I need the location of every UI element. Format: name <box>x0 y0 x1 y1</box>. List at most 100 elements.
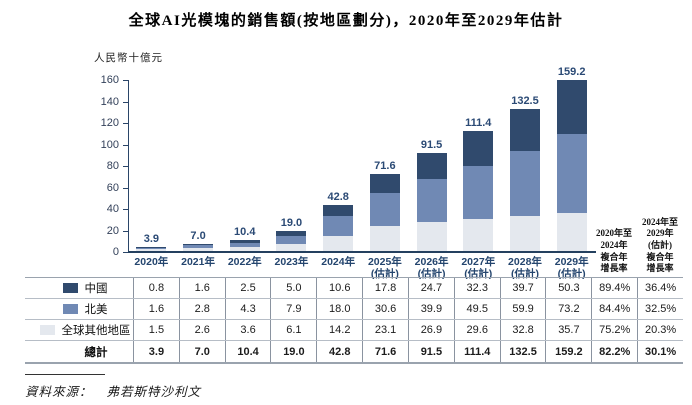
cagr-cell: 30.1% <box>637 341 683 362</box>
value-cell: 2.5 <box>224 278 271 298</box>
bar-column: 10.4 <box>221 74 268 251</box>
source-label: 資料來源： <box>25 385 93 399</box>
y-tick-label: 0 <box>112 246 119 258</box>
x-axis-labels: 2020年 2021年 2022年 2023年 2024年 2025年 (估計) 2026年… <box>128 256 595 280</box>
bar-segment-全球其他地區 <box>323 235 354 251</box>
bar-total-label: 19.0 <box>280 216 303 229</box>
cagr-cell: 75.2% <box>591 320 637 340</box>
row-label-cell: 中國 <box>25 278 133 298</box>
x-axis-label: 2024年 <box>321 256 356 268</box>
bar-stack <box>183 243 214 251</box>
table-row: 北美 1.6 2.8 4.3 7.9 18.0 30.6 39.9 49.5 59.9 73.2 84… <box>25 299 683 320</box>
bar-segment-中國 <box>276 230 307 236</box>
table-row: 全球其他地區 1.5 2.6 3.6 6.1 14.2 23.1 26.9 29.6 32.8 35… <box>25 320 683 341</box>
bar-segment-中國 <box>183 243 214 246</box>
value-cell: 132.5 <box>499 341 546 362</box>
cagr-cell: 20.3% <box>637 320 683 340</box>
value-cell: 111.4 <box>453 341 500 362</box>
bar-segment-中國 <box>416 152 447 180</box>
value-cell: 2.8 <box>178 299 225 319</box>
bar-stack <box>416 152 447 251</box>
bar-total-label: 91.5 <box>420 138 443 151</box>
value-cell: 0.8 <box>133 278 179 298</box>
source-value: 弗若斯特沙利文 <box>106 385 202 399</box>
value-cell: 32.8 <box>499 320 546 340</box>
value-cell: 7.0 <box>178 341 225 362</box>
value-cell: 49.5 <box>453 299 500 319</box>
value-cell: 159.2 <box>545 341 591 362</box>
row-label-cell: 全球其他地區 <box>25 320 133 340</box>
plot-area: 3.9 7.0 10.4 19.0 42.8 71.6 91.5 111.4 132.5 159.… <box>128 66 595 251</box>
bar-segment-全球其他地區 <box>416 222 447 251</box>
bar-column: 42.8 <box>315 74 362 251</box>
row-label-cell: 總計 <box>25 341 133 362</box>
bar-stack <box>369 174 400 251</box>
bar-segment-北美 <box>416 179 447 223</box>
y-tick-mark <box>123 166 128 167</box>
cagr-column-header-2020-2024: 2020年至 2024年 複合年 增長率 <box>595 228 632 274</box>
y-tick-label: 160 <box>100 74 119 86</box>
bar-segment-北美 <box>323 216 354 236</box>
legend-swatch-全球其他地區 <box>39 325 55 335</box>
bar-segment-北美 <box>136 247 167 250</box>
value-cell: 2.6 <box>178 320 225 340</box>
y-axis-unit-label: 人民幣十億元 <box>94 53 163 64</box>
y-tick-mark <box>123 80 128 81</box>
value-cell: 1.6 <box>178 278 225 298</box>
bar-total-label: 159.2 <box>557 65 586 78</box>
y-tick-label: 140 <box>100 95 119 108</box>
row-label: 總計 <box>84 346 108 359</box>
bar-segment-北美 <box>463 165 494 220</box>
bar-column: 91.5 <box>408 74 455 251</box>
y-tick-mark <box>123 123 128 124</box>
bar-column: 7.0 <box>175 74 222 251</box>
cagr-column-header-2024-2029: 2024年至 2029年 (估計) 複合年 增長率 <box>641 216 678 274</box>
bar-segment-全球其他地區 <box>556 212 587 251</box>
bar-segment-全球其他地區 <box>509 215 540 251</box>
row-label-cell: 北美 <box>25 299 133 319</box>
bar-total-label: 132.5 <box>511 94 539 107</box>
bar-segment-北美 <box>183 245 214 249</box>
bar-total-label: 111.4 <box>465 117 492 130</box>
y-tick-mark <box>123 101 128 103</box>
bar-stack <box>229 239 260 251</box>
legend-swatch-中國 <box>62 283 78 293</box>
value-cell: 42.8 <box>316 341 362 362</box>
cagr-cell: 84.4% <box>591 299 637 319</box>
bar-segment-全球其他地區 <box>276 244 307 251</box>
x-axis-label: 2022年 <box>227 256 262 268</box>
value-cell: 14.2 <box>316 320 362 340</box>
bar-total-label: 7.0 <box>190 229 206 242</box>
bar-segment-中國 <box>556 79 587 134</box>
bar-stack <box>556 79 587 251</box>
source-line: 資料來源： 弗若斯特沙利文 <box>25 381 201 400</box>
value-cell: 3.9 <box>133 341 179 362</box>
x-axis-label: 2021年 <box>181 256 215 268</box>
bar-segment-北美 <box>556 133 587 213</box>
value-cell: 71.6 <box>362 341 408 362</box>
chart-title: 全球AI光模塊的銷售額(按地區劃分)，2020年至2029年估計 <box>128 13 564 29</box>
bar-segment-全球其他地區 <box>136 249 167 251</box>
data-table: 中國 0.8 1.6 2.5 5.0 10.6 17.8 24.7 32.3 39.7 50.3 89… <box>25 277 683 364</box>
bar-segment-全球其他地區 <box>369 226 400 251</box>
value-cell: 6.1 <box>270 320 316 340</box>
table-row: 中國 0.8 1.6 2.5 5.0 10.6 17.8 24.7 32.3 39.7 50.3 89… <box>25 278 683 299</box>
bar-segment-北美 <box>229 242 260 248</box>
value-cell: 10.6 <box>316 278 362 298</box>
value-cell: 3.6 <box>224 320 271 340</box>
value-cell: 1.6 <box>133 299 179 319</box>
value-cell: 73.2 <box>545 299 591 319</box>
y-tick-label: 120 <box>100 117 119 129</box>
value-cell: 24.7 <box>407 278 454 298</box>
row-label: 全球其他地區 <box>61 325 131 337</box>
bar-column: 3.9 <box>128 74 175 251</box>
value-cell: 7.9 <box>270 299 316 319</box>
y-tick-mark <box>123 187 128 189</box>
value-cell: 4.3 <box>224 299 271 319</box>
bar-segment-全球其他地區 <box>183 248 214 251</box>
bar-stack <box>276 230 307 251</box>
bar-segment-北美 <box>509 151 540 216</box>
value-cell: 18.0 <box>316 299 362 319</box>
legend-swatch-北美 <box>62 304 78 314</box>
value-cell: 23.1 <box>362 320 408 340</box>
